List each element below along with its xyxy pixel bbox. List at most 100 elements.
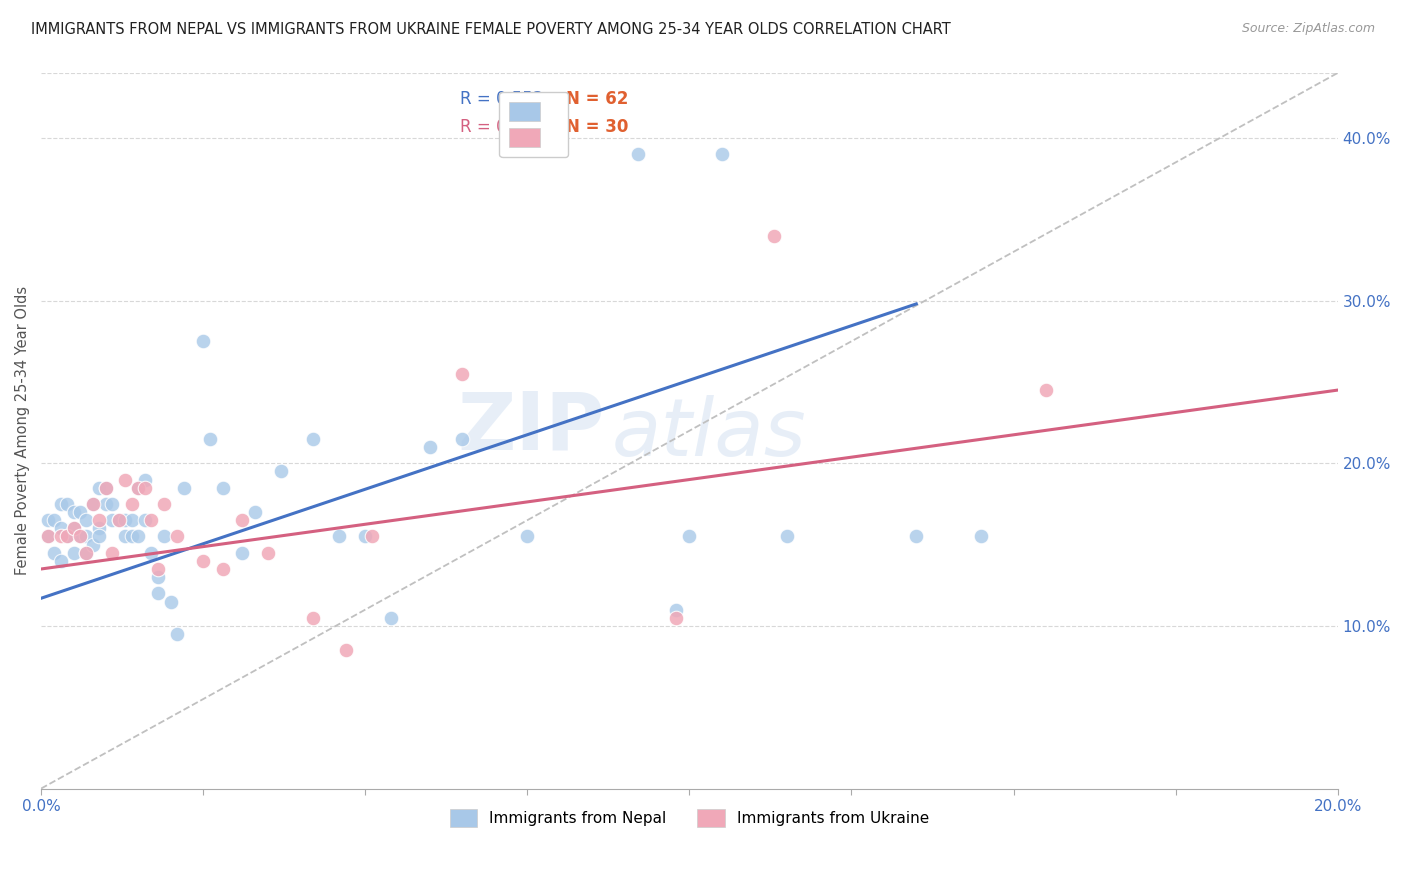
Point [146, 562, 169, 576]
Point [42, 513, 65, 527]
Point [127, 481, 149, 495]
Point [159, 594, 181, 608]
Point [62, 521, 84, 535]
Point [710, 147, 733, 161]
Point [905, 529, 928, 543]
Point [134, 481, 156, 495]
Point [231, 546, 253, 560]
Point [1035, 383, 1057, 397]
Point [49, 529, 72, 543]
Point [198, 432, 221, 446]
Point [678, 529, 700, 543]
Point [626, 147, 648, 161]
Point [114, 529, 136, 543]
Point [37, 529, 59, 543]
Point [270, 464, 292, 478]
Point [76, 513, 98, 527]
Point [89, 521, 111, 535]
Point [101, 513, 124, 527]
Point [69, 505, 91, 519]
Point [243, 505, 266, 519]
Point [62, 546, 84, 560]
Point [153, 497, 176, 511]
Point [89, 529, 111, 543]
Point [762, 228, 785, 243]
Point [49, 554, 72, 568]
Text: atlas: atlas [612, 395, 806, 474]
Point [127, 529, 149, 543]
Point [193, 334, 215, 349]
Point [121, 497, 143, 511]
Legend: Immigrants from Nepal, Immigrants from Ukraine: Immigrants from Nepal, Immigrants from U… [441, 802, 936, 835]
Point [82, 497, 104, 511]
Point [42, 546, 65, 560]
Point [94, 481, 117, 495]
Text: Source: ZipAtlas.com: Source: ZipAtlas.com [1241, 22, 1375, 36]
Point [141, 546, 163, 560]
Point [94, 497, 117, 511]
Point [121, 513, 143, 527]
Point [37, 513, 59, 527]
Point [231, 513, 253, 527]
Point [82, 538, 104, 552]
Point [56, 529, 79, 543]
Point [121, 529, 143, 543]
Point [134, 473, 156, 487]
Point [335, 643, 357, 657]
Point [173, 481, 195, 495]
Point [108, 513, 131, 527]
Point [62, 505, 84, 519]
Point [211, 562, 233, 576]
Point [56, 529, 79, 543]
Point [101, 497, 124, 511]
Point [49, 521, 72, 535]
Point [94, 481, 117, 495]
Text: N = 62: N = 62 [567, 90, 628, 109]
Point [69, 529, 91, 543]
Text: R = 0.354: R = 0.354 [460, 118, 543, 136]
Point [380, 611, 402, 625]
Point [146, 586, 169, 600]
Point [193, 554, 215, 568]
Point [354, 529, 377, 543]
Point [166, 627, 188, 641]
Point [451, 432, 474, 446]
Point [37, 529, 59, 543]
Text: N = 30: N = 30 [567, 118, 628, 136]
Point [153, 529, 176, 543]
Point [76, 529, 98, 543]
Point [419, 440, 441, 454]
Point [302, 432, 325, 446]
Point [516, 529, 538, 543]
Point [76, 546, 98, 560]
Point [211, 481, 233, 495]
Point [257, 546, 280, 560]
Point [114, 513, 136, 527]
Point [146, 570, 169, 584]
Point [665, 611, 688, 625]
Point [101, 546, 124, 560]
Point [134, 513, 156, 527]
Point [775, 529, 797, 543]
Point [108, 513, 131, 527]
Point [49, 497, 72, 511]
Point [89, 481, 111, 495]
Point [665, 602, 688, 616]
Point [451, 367, 474, 381]
Point [141, 513, 163, 527]
Point [69, 529, 91, 543]
Point [302, 611, 325, 625]
Point [82, 497, 104, 511]
Point [360, 529, 382, 543]
Point [114, 473, 136, 487]
Text: ZIP: ZIP [458, 388, 605, 467]
Text: R = 0.553: R = 0.553 [460, 90, 543, 109]
Point [127, 481, 149, 495]
Point [166, 529, 188, 543]
Point [62, 521, 84, 535]
Y-axis label: Female Poverty Among 25-34 Year Olds: Female Poverty Among 25-34 Year Olds [15, 286, 30, 575]
Point [89, 513, 111, 527]
Text: IMMIGRANTS FROM NEPAL VS IMMIGRANTS FROM UKRAINE FEMALE POVERTY AMONG 25-34 YEAR: IMMIGRANTS FROM NEPAL VS IMMIGRANTS FROM… [31, 22, 950, 37]
Point [76, 546, 98, 560]
Point [56, 497, 79, 511]
